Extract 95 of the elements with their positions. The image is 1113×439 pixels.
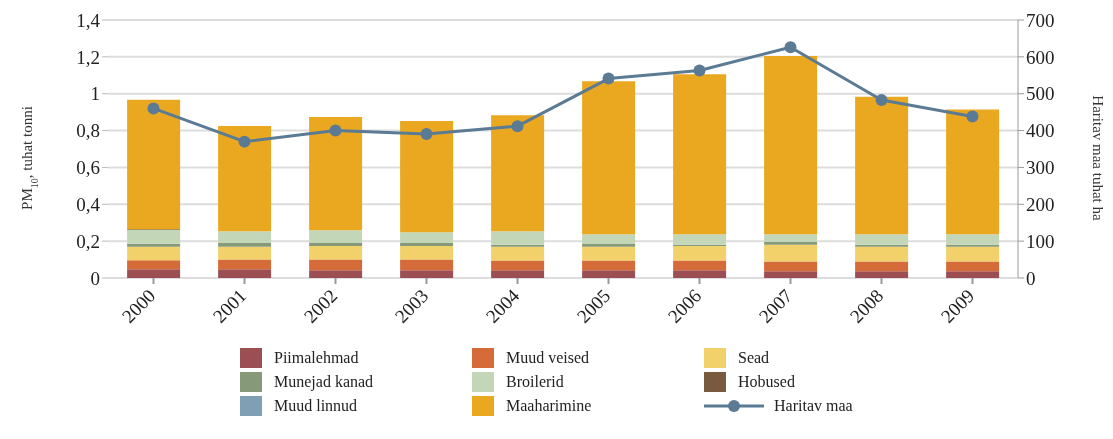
bar bbox=[127, 269, 181, 278]
point bbox=[511, 120, 524, 133]
point bbox=[238, 135, 251, 148]
bar bbox=[582, 81, 636, 235]
y2-tick-label: 0 bbox=[1026, 267, 1036, 289]
bar bbox=[582, 234, 636, 244]
bar bbox=[764, 242, 818, 245]
legend-label: Broilerid bbox=[506, 373, 564, 391]
bar bbox=[309, 242, 363, 246]
point bbox=[329, 124, 342, 137]
y-tick-label: 0,4 bbox=[76, 194, 101, 216]
bar bbox=[400, 259, 454, 271]
bar bbox=[309, 259, 363, 271]
bar bbox=[764, 261, 818, 272]
legend-label: Munejad kanad bbox=[274, 373, 374, 391]
bar bbox=[855, 244, 909, 247]
bar bbox=[582, 260, 636, 271]
y2-tick-label: 300 bbox=[1026, 157, 1055, 179]
bar bbox=[673, 270, 727, 278]
bar bbox=[673, 234, 727, 245]
bar bbox=[764, 55, 818, 235]
point bbox=[420, 127, 433, 140]
bar bbox=[400, 270, 454, 278]
y2-tick-label: 600 bbox=[1026, 46, 1055, 68]
bar bbox=[218, 125, 272, 232]
bar bbox=[309, 230, 363, 243]
point bbox=[147, 102, 160, 115]
bar bbox=[127, 243, 181, 247]
y-tick-label: 0 bbox=[90, 267, 100, 289]
bar bbox=[218, 242, 272, 247]
bar bbox=[946, 271, 1000, 278]
bar bbox=[946, 246, 1000, 262]
bar bbox=[582, 243, 636, 247]
point bbox=[602, 72, 615, 85]
legend-label: Haritav maa bbox=[774, 397, 853, 415]
bar bbox=[491, 246, 545, 261]
bar bbox=[946, 109, 1000, 235]
legend-label: Piimalehmad bbox=[274, 349, 359, 367]
bar bbox=[855, 246, 909, 262]
bar bbox=[400, 245, 454, 260]
bar bbox=[946, 234, 1000, 245]
y-tick-label: 1 bbox=[90, 83, 100, 105]
bar bbox=[309, 270, 363, 278]
y-tick-label: 1,2 bbox=[76, 46, 100, 68]
bar bbox=[764, 244, 818, 262]
legend-label: Muud veised bbox=[506, 349, 590, 367]
bar bbox=[309, 245, 363, 260]
bar bbox=[491, 260, 545, 271]
bar bbox=[946, 261, 1000, 272]
y2-tick-label: 400 bbox=[1026, 120, 1055, 142]
bar bbox=[673, 74, 727, 235]
legend-label: Sead bbox=[738, 349, 770, 367]
y-tick-label: 0,8 bbox=[76, 120, 100, 142]
y2-tick-label: 100 bbox=[1026, 230, 1055, 252]
bar bbox=[582, 246, 636, 261]
bar bbox=[218, 246, 272, 260]
point bbox=[966, 110, 979, 123]
bar bbox=[491, 115, 545, 232]
bar bbox=[946, 244, 1000, 247]
y-tick-label: 1,4 bbox=[76, 9, 101, 31]
point bbox=[784, 41, 797, 54]
y2-axis-title: Haritav maa tuhat ha bbox=[1090, 95, 1106, 222]
point bbox=[693, 64, 706, 77]
bar bbox=[400, 242, 454, 246]
bar bbox=[855, 96, 909, 235]
y-tick-label: 0,6 bbox=[76, 157, 100, 179]
bar bbox=[764, 271, 818, 278]
bar bbox=[855, 271, 909, 278]
point bbox=[875, 93, 888, 106]
bar bbox=[309, 117, 363, 231]
bar bbox=[491, 231, 545, 245]
bar bbox=[582, 270, 636, 278]
y2-tick-label: 700 bbox=[1026, 9, 1055, 31]
bar bbox=[673, 245, 727, 261]
bar bbox=[764, 234, 818, 243]
y2-tick-label: 500 bbox=[1026, 83, 1055, 105]
legend-label: Hobused bbox=[738, 373, 795, 391]
legend-label: Muud linnud bbox=[274, 397, 358, 415]
bar bbox=[673, 260, 727, 271]
bar bbox=[400, 232, 454, 243]
bar bbox=[127, 246, 181, 261]
bar bbox=[855, 234, 909, 245]
bar bbox=[127, 260, 181, 270]
y2-tick-label: 200 bbox=[1026, 194, 1055, 216]
bar bbox=[855, 261, 909, 272]
y-tick-label: 0,2 bbox=[76, 230, 100, 252]
bar bbox=[400, 120, 454, 233]
legend-label: Maaharimine bbox=[506, 397, 592, 415]
bar bbox=[491, 244, 545, 247]
bar bbox=[218, 231, 272, 243]
bar bbox=[218, 259, 272, 270]
bar bbox=[491, 270, 545, 278]
bar bbox=[218, 269, 272, 278]
bar bbox=[127, 229, 181, 244]
bar bbox=[127, 99, 181, 230]
